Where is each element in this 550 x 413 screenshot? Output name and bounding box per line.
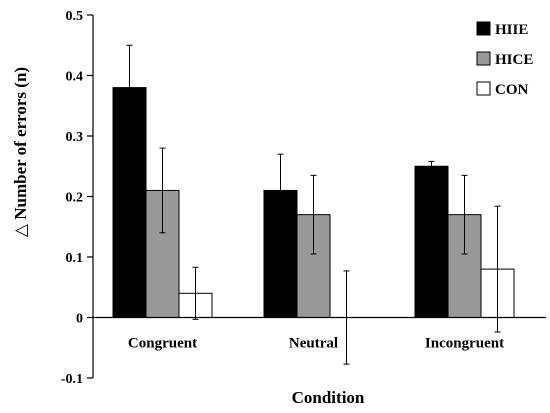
- y-tick-label: 0.4: [66, 70, 84, 85]
- y-tick-label: 0.2: [66, 191, 84, 206]
- category-label: Neutral: [289, 336, 338, 352]
- y-tick-label: -0.1: [61, 372, 83, 387]
- y-tick-label: 0.1: [66, 251, 84, 266]
- legend-swatch-hiie: [476, 21, 491, 36]
- y-axis: -0.1 0 0.1 0.2 0.3 0.4 0.5: [61, 9, 94, 387]
- category-labels: Congruent Neutral Incongruent: [128, 336, 504, 352]
- y-tick-label: 0.5: [66, 9, 84, 24]
- category-label: Congruent: [128, 336, 197, 352]
- legend-swatch-con: [476, 81, 491, 96]
- x-axis-label: Condition: [292, 388, 365, 407]
- legend-label-con: CON: [495, 82, 529, 98]
- y-tick-label: 0.3: [66, 130, 84, 145]
- legend-swatch-hice: [476, 51, 491, 66]
- bar-hiie-incongruent: [414, 165, 449, 318]
- legend-label-hiie: HIIE: [495, 22, 528, 38]
- legend-label-hice: HICE: [495, 52, 533, 68]
- y-axis-label: △ Number of errors (n): [11, 67, 30, 237]
- category-label: Incongruent: [425, 336, 504, 352]
- y-tick-label: 0: [76, 312, 83, 327]
- legend: HIIE HICE CON: [476, 21, 533, 98]
